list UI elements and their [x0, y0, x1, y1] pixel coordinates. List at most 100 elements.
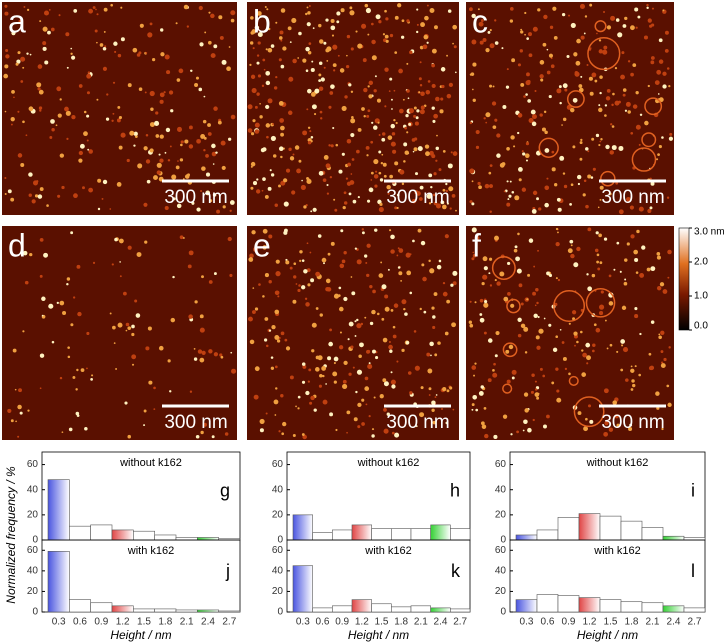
particle [384, 306, 390, 312]
ring [502, 342, 518, 358]
particle [366, 199, 371, 203]
particle [532, 114, 537, 120]
particle [22, 250, 28, 256]
particle [176, 203, 182, 209]
particle [310, 210, 313, 213]
particle [275, 387, 278, 390]
particle [389, 349, 393, 353]
particle [66, 277, 71, 281]
particle [207, 132, 212, 136]
particle [646, 267, 651, 272]
particle [306, 176, 309, 180]
particle [472, 251, 475, 254]
particle [346, 410, 351, 415]
particle [432, 193, 436, 197]
particle [596, 260, 600, 264]
particle [430, 185, 433, 189]
particle [658, 333, 661, 336]
particle [656, 251, 661, 256]
particle [149, 122, 155, 127]
particle [488, 171, 492, 175]
particle [183, 4, 189, 10]
particle [297, 407, 300, 410]
particle [66, 282, 69, 286]
particle [369, 284, 373, 289]
particle [395, 121, 398, 125]
particle [649, 24, 653, 28]
particle [37, 64, 43, 69]
x-tick-label: 2.4 [667, 617, 681, 628]
afm-texture [469, 3, 674, 215]
particle [530, 109, 536, 115]
bar [536, 529, 559, 541]
particle [366, 154, 369, 157]
particle [435, 159, 438, 162]
particle [400, 35, 405, 39]
particle [175, 165, 180, 170]
particle [267, 186, 272, 191]
x-axis-label: Height / nm [348, 628, 409, 642]
particle [510, 303, 515, 308]
particle [282, 421, 287, 427]
particle [22, 330, 25, 333]
particle [419, 84, 423, 87]
particle [532, 418, 535, 422]
particle [580, 75, 583, 78]
particle [208, 349, 213, 354]
particle [129, 130, 135, 136]
particle [153, 386, 156, 390]
particle [534, 380, 537, 383]
particle [333, 380, 337, 384]
particle [270, 366, 275, 370]
particle [585, 147, 589, 151]
panel-label: e [253, 227, 271, 263]
particle [371, 39, 376, 45]
particle [308, 42, 312, 45]
particle [29, 253, 33, 257]
particle [65, 32, 70, 37]
particle [505, 349, 510, 354]
particle [155, 111, 159, 115]
particle [4, 192, 7, 196]
particle [51, 128, 55, 132]
particle [379, 394, 384, 399]
particle [31, 199, 36, 204]
particle [5, 54, 10, 59]
particle [343, 296, 348, 302]
particle [264, 194, 269, 199]
particle [371, 428, 375, 431]
particle [591, 273, 596, 278]
particle [392, 334, 397, 339]
particle [480, 385, 485, 389]
particle [489, 43, 495, 49]
particle [609, 150, 614, 155]
particle [149, 148, 154, 153]
particle [579, 157, 583, 161]
particle [218, 15, 223, 20]
particle [382, 378, 387, 383]
particle [375, 356, 379, 360]
particle [646, 6, 649, 10]
particle [616, 423, 620, 428]
particle [610, 15, 616, 21]
particle [298, 159, 302, 163]
particle [182, 178, 185, 180]
particle [17, 435, 20, 438]
particle [343, 191, 347, 195]
particle [111, 119, 114, 122]
particle [517, 317, 522, 323]
particle [381, 153, 384, 156]
particle [359, 342, 364, 348]
particle [56, 301, 59, 305]
particle [561, 124, 563, 126]
bar [599, 599, 622, 613]
particle [41, 296, 46, 302]
particle [587, 227, 592, 232]
particle [435, 146, 440, 151]
particle [328, 105, 332, 109]
bar [641, 602, 664, 613]
bar [47, 551, 70, 613]
particle [396, 193, 400, 197]
particle [4, 11, 9, 16]
particle [347, 162, 352, 167]
